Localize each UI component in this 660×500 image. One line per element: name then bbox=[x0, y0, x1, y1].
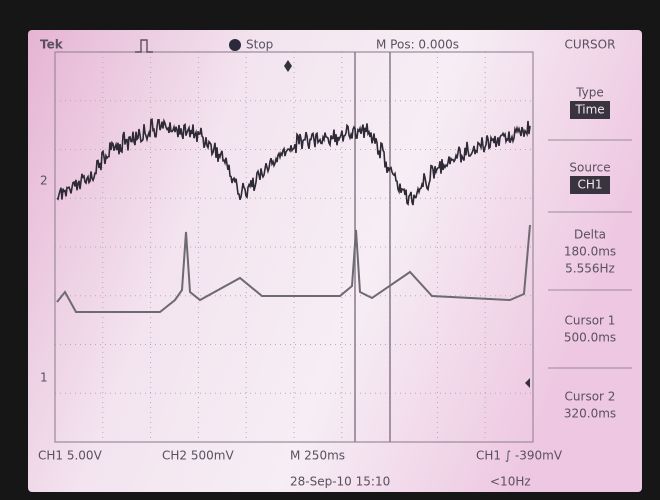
menu-value: 180.0ms bbox=[564, 245, 616, 259]
menu-label: Type bbox=[575, 86, 604, 100]
ch2-marker: 2 bbox=[40, 174, 48, 188]
menu-value-box bbox=[570, 101, 610, 119]
menu-value: Time bbox=[574, 103, 604, 117]
run-indicator bbox=[229, 39, 241, 51]
menu-label: Source bbox=[569, 161, 610, 175]
menu-title: CURSOR bbox=[565, 38, 616, 52]
ch1-marker: 1 bbox=[40, 371, 48, 385]
menu-value: 320.0ms bbox=[564, 407, 616, 421]
graticule-frame bbox=[54, 51, 534, 443]
ch2-scale: CH2 500mV bbox=[162, 449, 234, 463]
trigger-position bbox=[284, 60, 292, 72]
menu-value: 500.0ms bbox=[564, 331, 616, 345]
date-time: 28-Sep-10 15:10 bbox=[290, 475, 390, 489]
menu-label: Cursor 1 bbox=[565, 314, 616, 328]
trigger-setting: CH1 ∫ -390mV bbox=[476, 449, 563, 463]
ch1-scale: CH1 5.00V bbox=[38, 449, 103, 463]
display bbox=[28, 30, 642, 492]
trigger-level bbox=[525, 378, 530, 388]
frequency: <10Hz bbox=[490, 475, 531, 489]
menu-value: 5.556Hz bbox=[565, 262, 615, 276]
menu-label: Cursor 2 bbox=[565, 390, 616, 404]
brand: Tek bbox=[40, 38, 64, 52]
menu-value: CH1 bbox=[577, 178, 602, 192]
ch2-waveform bbox=[56, 118, 531, 206]
ch1-waveform bbox=[56, 224, 531, 313]
menu-value-box bbox=[570, 176, 610, 194]
run-status: Stop bbox=[246, 38, 273, 52]
timebase: M 250ms bbox=[290, 449, 345, 463]
menu-label: Delta bbox=[574, 228, 606, 242]
horizontal-position: M Pos: 0.000s bbox=[376, 38, 459, 52]
acquisition-icon bbox=[135, 39, 153, 53]
side-menu: Type Time Source CH1 Delta 180.0ms 5.556Hz Curs… bbox=[548, 86, 632, 421]
